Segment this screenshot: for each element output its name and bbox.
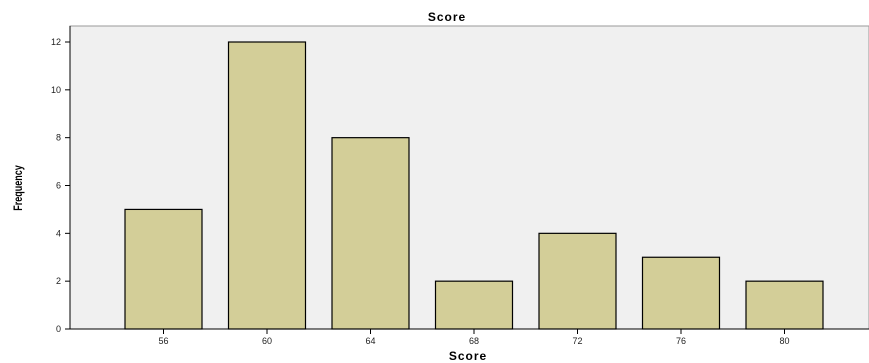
y-tick-label: 8 bbox=[56, 133, 61, 143]
bar-72 bbox=[538, 232, 617, 330]
bar-64 bbox=[331, 137, 410, 330]
x-tick-label: 56 bbox=[158, 336, 168, 346]
bar-60 bbox=[227, 41, 307, 330]
bar-56 bbox=[124, 208, 203, 330]
plot-area bbox=[69, 25, 869, 330]
x-tick-label: 68 bbox=[469, 336, 479, 346]
y-axis: 0 2 4 6 8 10 12 bbox=[51, 26, 71, 334]
y-tick-label: 6 bbox=[56, 181, 61, 191]
y-tick-label: 2 bbox=[56, 276, 61, 286]
x-tick-label: 72 bbox=[572, 336, 582, 346]
x-tick-label: 60 bbox=[262, 336, 272, 346]
bar-80 bbox=[745, 280, 824, 330]
x-tick-label: 64 bbox=[365, 336, 375, 346]
x-tick-label: 80 bbox=[779, 336, 789, 346]
y-tick-label: 10 bbox=[51, 85, 61, 95]
y-tick-label: 4 bbox=[56, 228, 61, 238]
x-axis: 56 60 64 68 72 76 80 bbox=[70, 328, 869, 346]
y-axis-title: Frequency bbox=[12, 165, 26, 211]
x-axis-title: Score bbox=[449, 349, 487, 363]
bar-76 bbox=[641, 256, 721, 330]
y-tick-label: 0 bbox=[56, 324, 61, 334]
bars bbox=[124, 41, 824, 330]
bar-68 bbox=[434, 280, 514, 330]
x-tick-label: 76 bbox=[676, 336, 686, 346]
y-tick-label: 12 bbox=[51, 37, 61, 47]
chart-title: Score bbox=[428, 10, 466, 24]
